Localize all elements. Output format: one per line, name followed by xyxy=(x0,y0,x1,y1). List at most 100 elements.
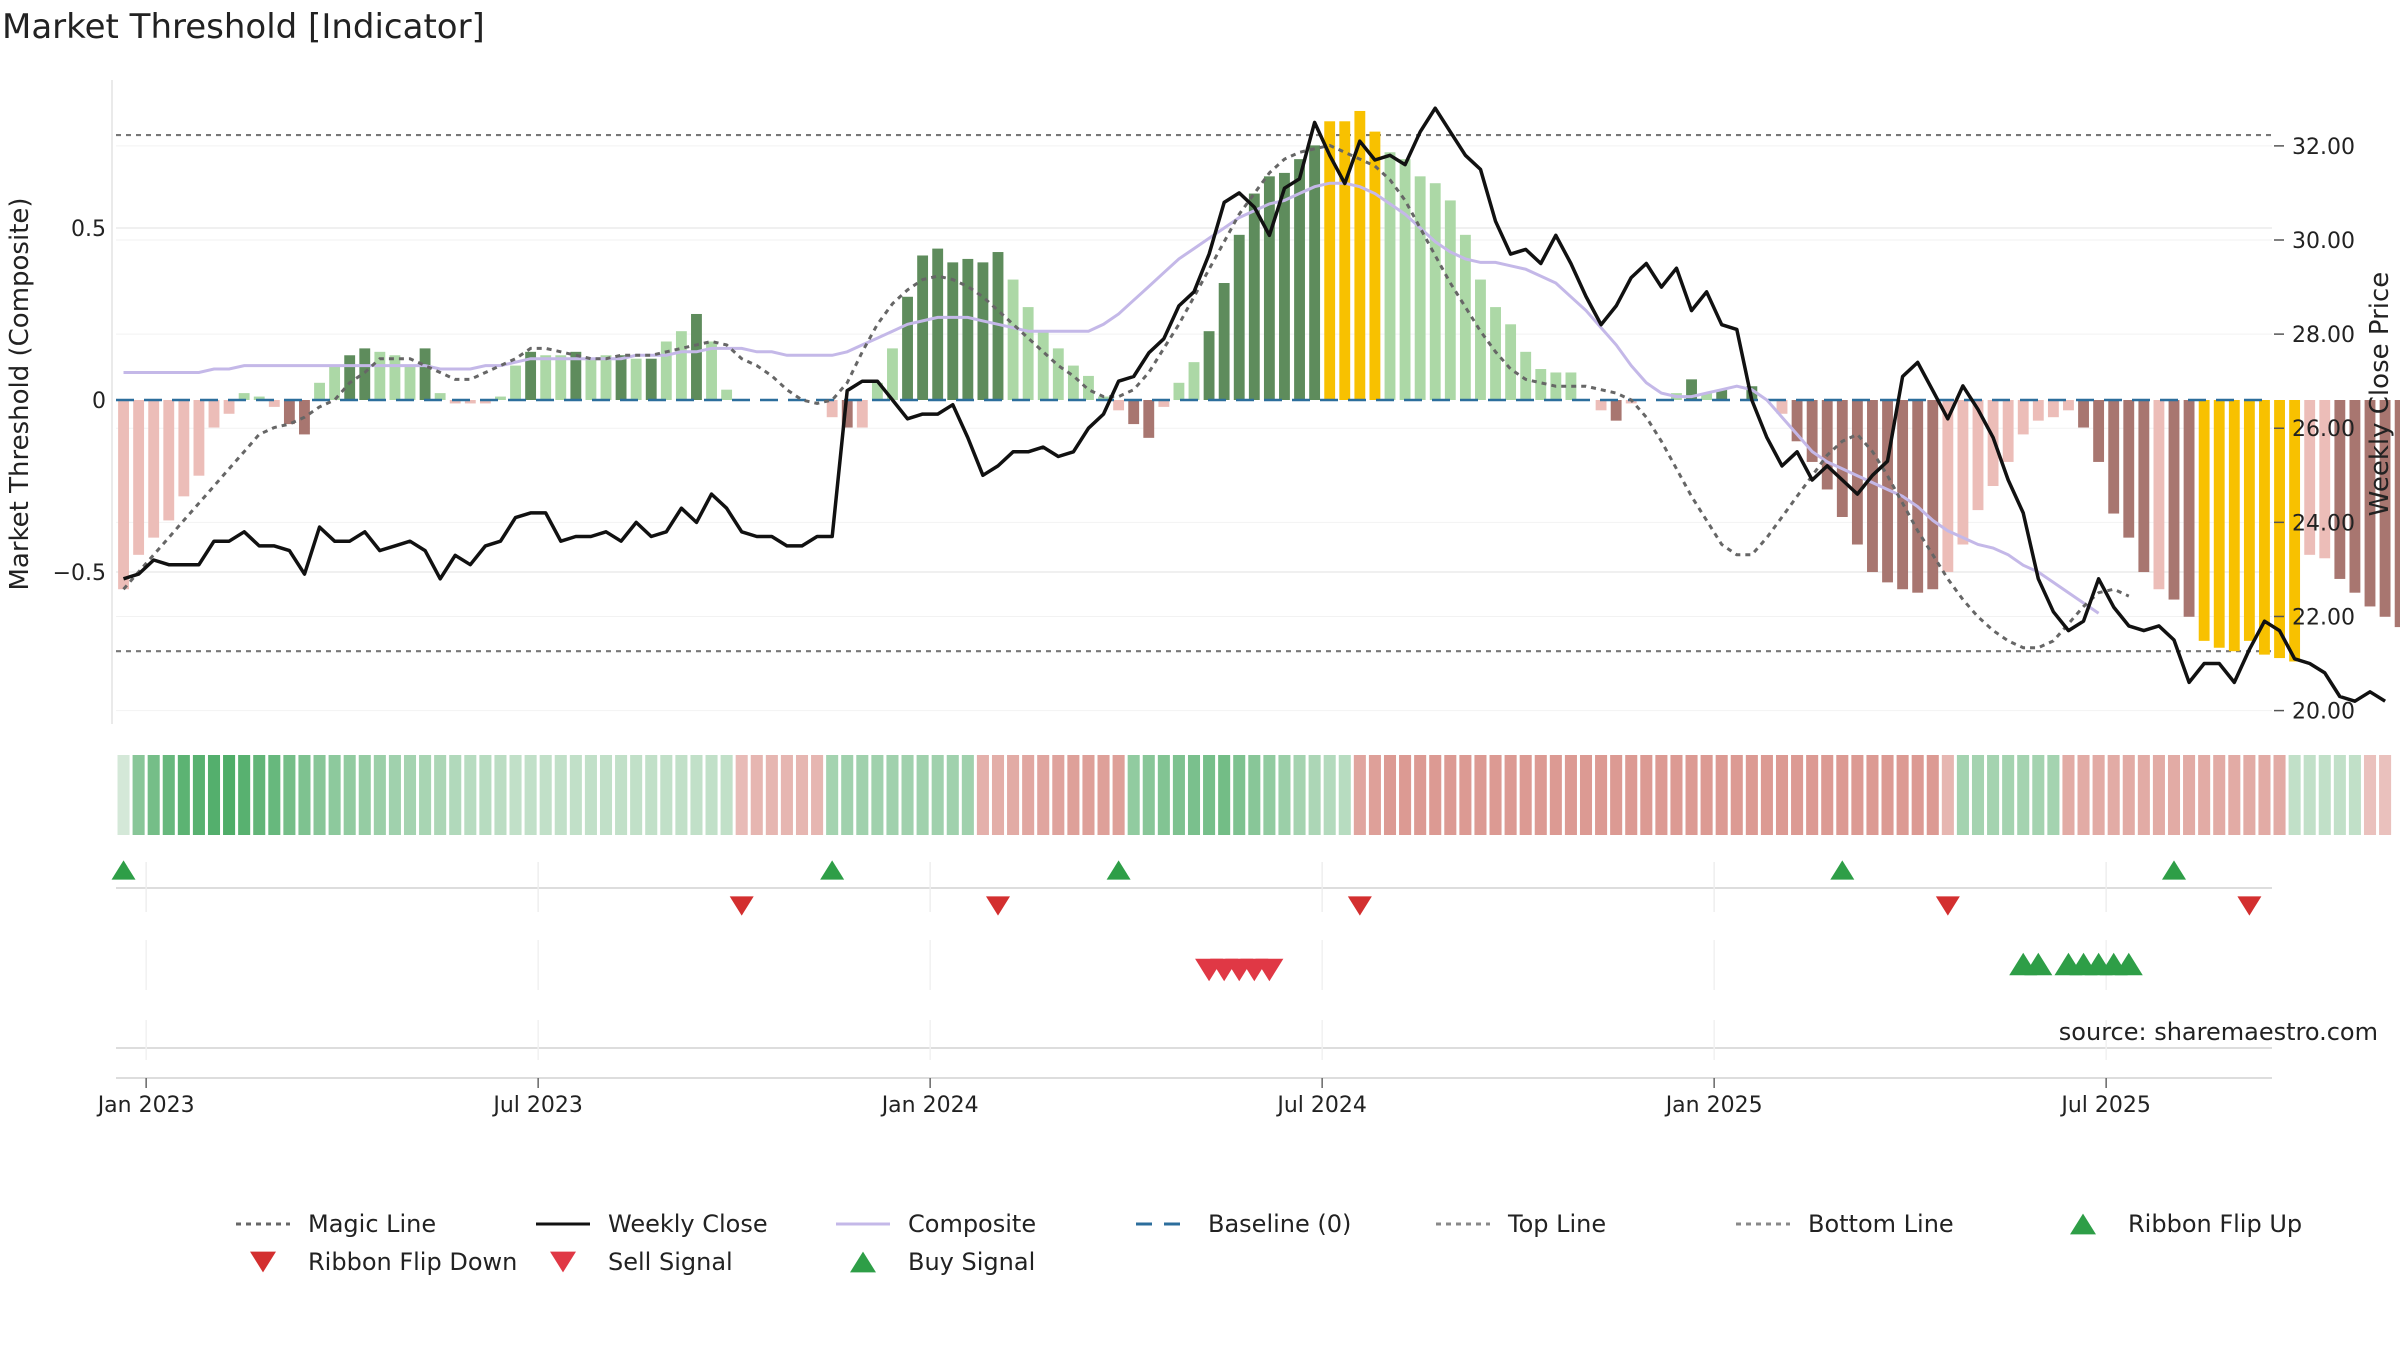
x-tick-label: Jul 2023 xyxy=(491,1093,583,1118)
ribbon-segment xyxy=(238,755,251,835)
histogram-bar xyxy=(871,382,883,400)
histogram-bar xyxy=(1248,193,1260,400)
histogram-bar xyxy=(2078,400,2089,428)
buy-signal-marker xyxy=(2024,952,2053,976)
ribbon-segment xyxy=(2183,755,2196,835)
histogram-bar xyxy=(826,400,838,418)
ribbon-segment xyxy=(2213,755,2226,835)
histogram-bar xyxy=(1851,400,1863,545)
histogram-bar xyxy=(1309,145,1321,400)
ribbon-segment xyxy=(795,755,809,835)
histogram-bar xyxy=(1218,283,1230,400)
ribbon-segment xyxy=(2348,755,2361,835)
legend-item: Top Line xyxy=(1436,1210,1606,1238)
histogram-bar xyxy=(1083,375,1094,400)
ribbon-segment xyxy=(1519,755,1532,835)
ribbon-segment xyxy=(750,755,763,835)
histogram-bar xyxy=(1188,362,1200,400)
ribbon-segment xyxy=(343,755,356,835)
histogram-bar xyxy=(208,400,220,428)
legend-label: Ribbon Flip Up xyxy=(2128,1210,2302,1238)
ribbon-segment xyxy=(1429,755,1442,835)
ribbon-segment xyxy=(177,755,190,835)
ribbon-segment xyxy=(615,755,628,835)
ribbon-segment xyxy=(2198,755,2211,835)
histogram-bar xyxy=(2379,400,2391,617)
histogram-bar xyxy=(660,341,672,400)
ribbon-segment xyxy=(1323,755,1336,835)
ribbon-flip-up-marker xyxy=(111,860,136,880)
histogram-bar xyxy=(1414,176,1426,400)
histogram-bar xyxy=(1052,348,1064,400)
source-note: source: sharemaestro.com xyxy=(2059,1018,2378,1046)
right-tick-label: 22.00 xyxy=(2292,605,2355,630)
legend-label: Weekly Close xyxy=(608,1210,768,1238)
ribbon-segment xyxy=(705,755,718,835)
ribbon-segment xyxy=(1971,755,1985,835)
ribbon-segment xyxy=(660,755,673,835)
histogram-bar xyxy=(1324,121,1336,401)
legend-item: Weekly Close xyxy=(536,1210,768,1238)
histogram-bar xyxy=(133,400,145,555)
ribbon-segment xyxy=(2228,755,2241,835)
ribbon-segment xyxy=(223,755,236,835)
ribbon-segment xyxy=(1775,755,1789,835)
ribbon-segment xyxy=(524,755,537,835)
ribbon-segment xyxy=(2062,755,2075,835)
ribbon-segment xyxy=(358,755,371,835)
histogram-bar xyxy=(2168,400,2180,600)
legend-label: Sell Signal xyxy=(608,1248,733,1276)
ribbon-segment xyxy=(871,755,884,835)
ribbon-segment xyxy=(434,755,447,835)
legend-item: Buy Signal xyxy=(850,1248,1035,1276)
histogram-bar xyxy=(600,355,612,400)
ribbon-segment xyxy=(1082,755,1095,835)
histogram-bar xyxy=(1384,152,1396,400)
histogram-bar xyxy=(1927,400,1939,590)
histogram-bar xyxy=(2304,400,2316,555)
histogram-bar xyxy=(223,400,235,414)
ribbon-segment xyxy=(1263,755,1276,835)
x-tick-label: Jul 2024 xyxy=(1275,1093,1367,1118)
x-tick-label: Jul 2025 xyxy=(2059,1093,2151,1118)
histogram-bar xyxy=(2063,400,2074,411)
signal-panels: Jan 2023 Jul 2023 Jan 2024 Jul 2024 Jan 2025… xyxy=(96,860,2272,1118)
ribbon-segment xyxy=(2122,755,2135,835)
ribbon-segment xyxy=(1172,755,1185,835)
ribbon-segment xyxy=(675,755,688,835)
histogram-bar xyxy=(917,255,929,400)
right-tick-label: 30.00 xyxy=(2292,229,2355,254)
ribbon-segment xyxy=(1534,755,1547,835)
ribbon-segment xyxy=(494,755,507,835)
legend-item: Baseline (0) xyxy=(1136,1210,1351,1238)
ribbon-segment xyxy=(1730,755,1743,835)
ribbon-segment xyxy=(132,755,145,835)
right-tick-label: 28.00 xyxy=(2292,323,2355,348)
histogram-bar xyxy=(2153,400,2165,590)
ribbon-segment xyxy=(1851,755,1864,835)
composite-line xyxy=(123,181,2100,615)
histogram-bar xyxy=(1143,400,1155,438)
ribbon-segment xyxy=(1142,755,1155,835)
ribbon-segment xyxy=(2273,755,2286,835)
histogram-bar xyxy=(1459,234,1471,400)
ribbon-segment xyxy=(2107,755,2120,835)
histogram-bar xyxy=(947,262,959,400)
ribbon-segment xyxy=(946,755,959,835)
ribbon-segment xyxy=(147,755,160,835)
histogram-bar xyxy=(992,252,1004,400)
legend-swatch xyxy=(550,1251,576,1273)
legend-label: Top Line xyxy=(1507,1210,1606,1238)
ribbon-segment xyxy=(419,755,432,835)
chart-title: Market Threshold [Indicator] xyxy=(2,7,485,47)
histogram-bar xyxy=(1037,331,1049,400)
histogram-bar xyxy=(1022,307,1034,400)
histogram-bar xyxy=(329,365,341,400)
ribbon-segment xyxy=(961,755,974,835)
ribbon-segment xyxy=(192,755,205,835)
legend: Magic Line Weekly Close Composite Baseline … xyxy=(236,1210,2302,1276)
ribbon-segment xyxy=(509,755,522,835)
histogram-bar xyxy=(1098,396,1109,400)
ribbon-segment xyxy=(1308,755,1321,835)
